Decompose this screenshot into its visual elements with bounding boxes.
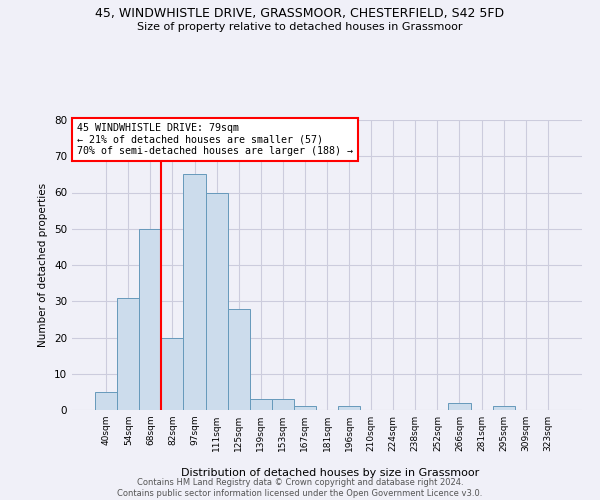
Bar [338,406,360,410]
Bar [117,298,139,410]
Text: 45 WINDWHISTLE DRIVE: 79sqm
← 21% of detached houses are smaller (57)
70% of sem: 45 WINDWHISTLE DRIVE: 79sqm ← 21% of det… [77,123,353,156]
Y-axis label: Number of detached properties: Number of detached properties [38,183,49,347]
Bar [448,403,470,410]
Bar [184,174,206,410]
Bar [272,399,294,410]
Bar [493,406,515,410]
Bar [139,229,161,410]
Text: Contains HM Land Registry data © Crown copyright and database right 2024.
Contai: Contains HM Land Registry data © Crown c… [118,478,482,498]
Bar [206,192,227,410]
Bar [95,392,117,410]
Text: 45, WINDWHISTLE DRIVE, GRASSMOOR, CHESTERFIELD, S42 5FD: 45, WINDWHISTLE DRIVE, GRASSMOOR, CHESTE… [95,8,505,20]
Bar [294,406,316,410]
Bar [227,308,250,410]
Bar [250,399,272,410]
Text: Size of property relative to detached houses in Grassmoor: Size of property relative to detached ho… [137,22,463,32]
Bar [161,338,184,410]
Text: Distribution of detached houses by size in Grassmoor: Distribution of detached houses by size … [181,468,479,477]
